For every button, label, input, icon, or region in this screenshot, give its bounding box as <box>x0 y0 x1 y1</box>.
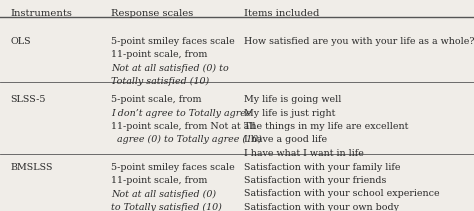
Text: 11-point scale, from Not at all: 11-point scale, from Not at all <box>111 122 256 131</box>
Text: 5-point scale, from: 5-point scale, from <box>111 95 202 104</box>
Text: How satisfied are you with your life as a whole?: How satisfied are you with your life as … <box>244 37 474 46</box>
Text: SLSS-5: SLSS-5 <box>10 95 46 104</box>
Text: Satisfaction with your own body: Satisfaction with your own body <box>244 203 399 211</box>
Text: Items included: Items included <box>244 9 319 19</box>
Text: Satisfaction with your school experience: Satisfaction with your school experience <box>244 189 440 199</box>
Text: My life is going well: My life is going well <box>244 95 341 104</box>
Text: Not at all satisfied (0): Not at all satisfied (0) <box>111 189 217 199</box>
Text: Response scales: Response scales <box>111 9 194 19</box>
Text: Not at all satisfied (0) to: Not at all satisfied (0) to <box>111 64 229 73</box>
Text: OLS: OLS <box>10 37 31 46</box>
Text: I have a good life: I have a good life <box>244 135 327 144</box>
Text: to Totally satisfied (10): to Totally satisfied (10) <box>111 203 222 211</box>
Text: Instruments: Instruments <box>10 9 73 19</box>
Text: Satisfaction with your family life: Satisfaction with your family life <box>244 163 401 172</box>
Text: BMSLSS: BMSLSS <box>10 163 53 172</box>
Text: I have what I want in life: I have what I want in life <box>244 149 364 158</box>
Text: I don’t agree to Totally agree: I don’t agree to Totally agree <box>111 109 252 118</box>
Text: 5-point smiley faces scale: 5-point smiley faces scale <box>111 37 235 46</box>
Text: The things in my life are excellent: The things in my life are excellent <box>244 122 409 131</box>
Text: 5-point smiley faces scale: 5-point smiley faces scale <box>111 163 235 172</box>
Text: agree (0) to Totally agree (10): agree (0) to Totally agree (10) <box>111 135 262 144</box>
Text: Satisfaction with your friends: Satisfaction with your friends <box>244 176 386 185</box>
Text: Totally satisfied (10): Totally satisfied (10) <box>111 77 210 86</box>
Text: 11-point scale, from: 11-point scale, from <box>111 176 208 185</box>
Text: My life is just right: My life is just right <box>244 109 336 118</box>
Text: 11-point scale, from: 11-point scale, from <box>111 50 208 59</box>
